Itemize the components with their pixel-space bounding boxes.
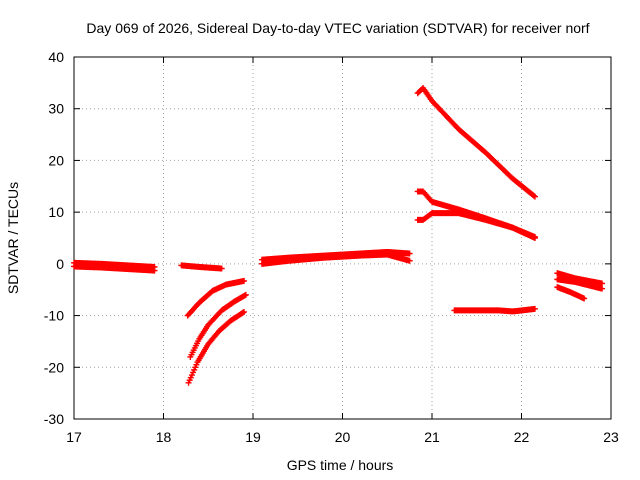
series-sat-j	[451, 305, 538, 315]
x-tick-label: 19	[245, 429, 261, 445]
y-tick-label: 40	[48, 49, 64, 65]
data-point	[406, 257, 413, 264]
series-sat-a2	[71, 263, 158, 274]
data-point	[239, 309, 246, 316]
data-point	[531, 305, 538, 312]
data-point	[406, 250, 413, 257]
data-point	[531, 235, 538, 241]
y-tick-label: -30	[44, 411, 64, 427]
data-marks	[71, 85, 606, 386]
data-point	[242, 291, 249, 298]
data-point	[218, 265, 225, 272]
y-tick-labels: -30 -20 -10 0 10 20 30 40	[44, 49, 64, 427]
series-sat-f2	[258, 251, 413, 267]
x-tick-label: 20	[335, 429, 351, 445]
series-sat-d	[187, 291, 249, 360]
y-tick-label: -10	[44, 308, 64, 324]
data-point	[151, 267, 158, 274]
series-sat-l	[554, 276, 606, 292]
y-tick-label: 30	[48, 101, 64, 117]
series-sat-m	[554, 284, 588, 302]
series-sat-i	[414, 210, 538, 241]
y-tick-label: 10	[48, 204, 64, 220]
data-point	[531, 193, 538, 200]
x-tick-labels: 17 18 19 20 21 22 23	[66, 429, 619, 445]
grid-layer	[74, 57, 611, 419]
series-sat-c	[184, 277, 248, 319]
y-tick-label: 20	[48, 152, 64, 168]
x-tick-label: 21	[424, 429, 440, 445]
series-sat-e	[185, 308, 248, 386]
x-tick-label: 18	[156, 429, 172, 445]
data-point	[599, 280, 606, 287]
tick-layer	[73, 56, 612, 420]
series-sat-g	[414, 85, 538, 200]
data-point	[599, 285, 606, 292]
x-tick-label: 17	[66, 429, 82, 445]
series-sat-b	[178, 262, 225, 272]
y-tick-label: 0	[56, 256, 64, 272]
data-point	[530, 192, 537, 199]
y-tick-label: -20	[44, 359, 64, 375]
data-point	[241, 308, 248, 315]
x-tick-label: 23	[603, 429, 619, 445]
data-point	[581, 295, 588, 302]
chart-title: Day 069 of 2026, Sidereal Day-to-day VTE…	[86, 20, 589, 36]
y-axis-label: SDTVAR / TECUs	[5, 182, 21, 294]
x-axis-label: GPS time / hours	[287, 457, 394, 473]
x-tick-label: 22	[514, 429, 530, 445]
data-point	[241, 277, 248, 284]
